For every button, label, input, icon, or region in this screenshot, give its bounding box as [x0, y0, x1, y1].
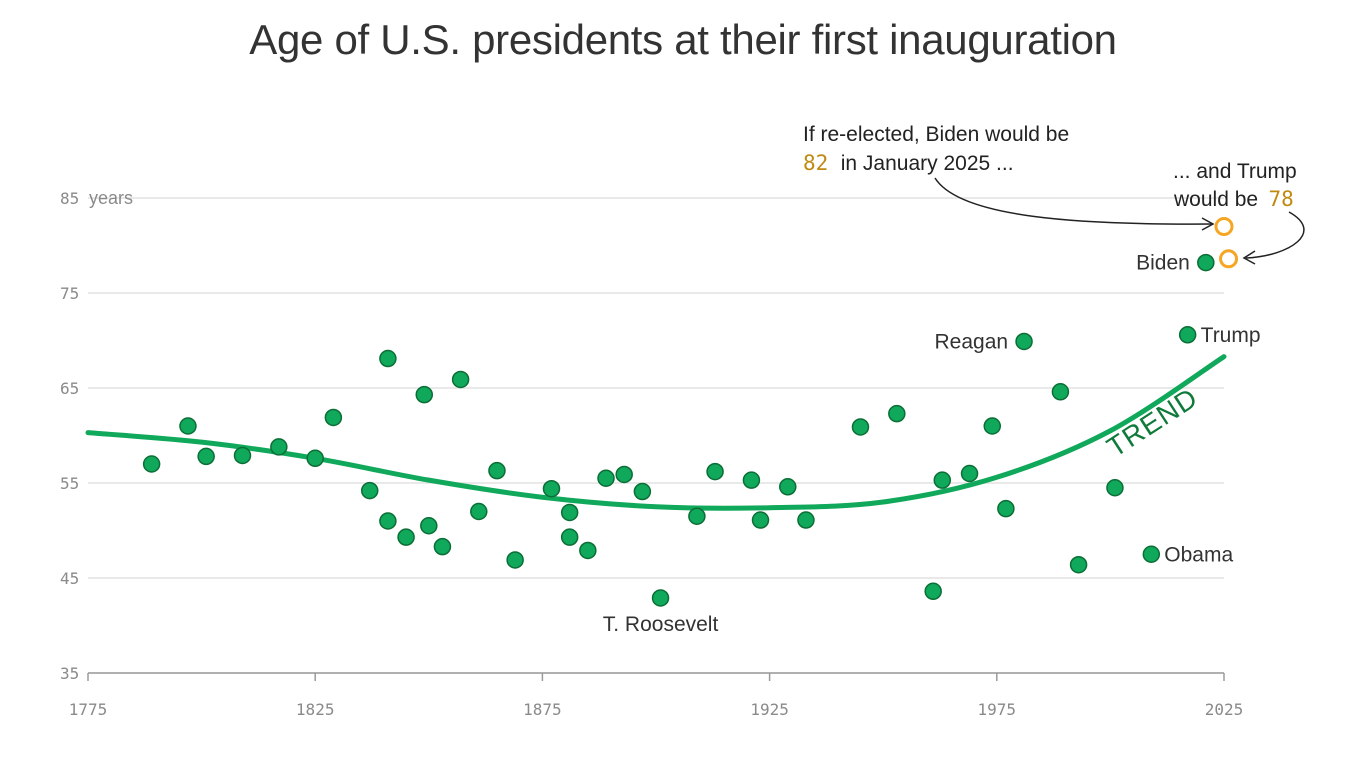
point-label-obama: Obama — [1164, 543, 1233, 566]
data-point-18 — [542, 479, 561, 498]
y-tick-label-55: 55 — [60, 474, 79, 493]
biden-annotation-arrow — [934, 177, 1213, 225]
point-label-trump: Trump — [1201, 324, 1261, 347]
data-point-4 — [270, 438, 288, 456]
y-tick-label-45: 45 — [60, 569, 79, 588]
data-point-2 — [197, 447, 215, 466]
x-tick-label-1775: 1775 — [69, 700, 108, 719]
data-point-39 — [1015, 332, 1033, 351]
data-point-33 — [888, 404, 906, 423]
data-point-14 — [451, 370, 470, 389]
data-point-32 — [851, 418, 870, 436]
data-point-41 — [1069, 555, 1088, 574]
data-point-3 — [233, 446, 252, 465]
data-point-16 — [488, 461, 506, 480]
data-point-29 — [751, 511, 770, 529]
data-point-30 — [779, 478, 797, 496]
data-point-9 — [379, 512, 397, 530]
data-point-25 — [651, 589, 670, 607]
y-tick-label-65: 65 — [60, 379, 79, 398]
point-labels: T. Roosevelt Reagan Obama Trump Biden — [603, 252, 1261, 636]
trump-note-text: would be — [1173, 188, 1258, 211]
data-point-8 — [379, 349, 397, 368]
data-point-28 — [742, 471, 761, 489]
data-point-0 — [142, 455, 161, 473]
trump-annotation-arrow — [1245, 211, 1305, 259]
data-point-40 — [1051, 383, 1070, 401]
x-tick-label-1875: 1875 — [523, 700, 562, 719]
data-point-37 — [983, 417, 1002, 435]
data-point-44 — [1178, 326, 1197, 344]
data-point-31 — [797, 511, 815, 529]
point-label-t-roosevelt: T. Roosevelt — [603, 613, 719, 636]
data-point-35 — [933, 471, 952, 489]
data-point-15 — [470, 502, 488, 521]
data-point-43 — [1142, 545, 1161, 563]
data-point-5 — [306, 449, 324, 468]
data-point-36 — [960, 464, 979, 483]
projection-point-0 — [1214, 217, 1234, 236]
x-tick-label-1825: 1825 — [296, 700, 335, 719]
data-point-1 — [179, 417, 197, 435]
trump-note-line1: ... and Trump — [1173, 160, 1297, 183]
data-point-45 — [1197, 253, 1215, 272]
biden-note-line2: 82 in January 2025 ... — [803, 151, 1014, 175]
annotations: If re-elected, Biden would be 82 in Janu… — [803, 123, 1297, 211]
data-point-26 — [688, 507, 706, 525]
data-point-23 — [615, 465, 633, 484]
x-tick-label-1925: 1925 — [750, 700, 789, 719]
data-point-11 — [415, 385, 434, 404]
x-tick-label-2025: 2025 — [1205, 700, 1244, 719]
y-tick-label-85: 85 — [60, 189, 79, 208]
data-points — [142, 253, 1215, 607]
data-point-24 — [633, 482, 652, 501]
data-point-7 — [360, 481, 379, 500]
projection-point-1 — [1219, 249, 1239, 269]
point-label-biden: Biden — [1136, 252, 1190, 275]
trump-arrowhead — [1242, 250, 1256, 265]
y-axis-ticks: 35 45 55 65 75 85 years — [60, 188, 133, 683]
y-tick-label-75: 75 — [60, 284, 79, 303]
biden-note-line1: If re-elected, Biden would be — [803, 123, 1069, 146]
trend-label: TREND — [1101, 382, 1203, 463]
data-point-10 — [397, 528, 415, 546]
trump-note-line2: would be 78 — [1173, 187, 1294, 211]
data-point-27 — [706, 462, 724, 481]
y-tick-label-35: 35 — [60, 664, 79, 683]
y-unit-label: years — [89, 188, 133, 208]
annotation-arrows — [934, 177, 1305, 265]
data-point-13 — [433, 537, 452, 556]
projection-points — [1214, 217, 1239, 269]
point-label-reagan: Reagan — [935, 330, 1009, 353]
biden-note-number: 82 — [803, 151, 828, 175]
biden-arrowhead — [1201, 217, 1215, 231]
data-point-38 — [997, 499, 1015, 518]
data-point-22 — [597, 469, 615, 487]
x-tick-label-1975: 1975 — [978, 700, 1017, 719]
data-point-34 — [924, 582, 942, 601]
data-point-42 — [1106, 479, 1124, 497]
trend-line — [85, 354, 1227, 511]
trump-note-number: 78 — [1269, 187, 1294, 211]
biden-note-text: in January 2025 ... — [841, 152, 1014, 175]
data-point-20 — [560, 503, 579, 522]
data-point-6 — [324, 408, 343, 427]
data-point-12 — [420, 517, 438, 535]
data-point-19 — [560, 528, 579, 546]
x-axis-ticks: 1775 1825 1875 1925 1975 2025 — [69, 673, 1244, 719]
data-point-17 — [506, 551, 524, 569]
chart-title: Age of U.S. presidents at their first in… — [249, 16, 1117, 63]
data-point-21 — [579, 541, 597, 560]
